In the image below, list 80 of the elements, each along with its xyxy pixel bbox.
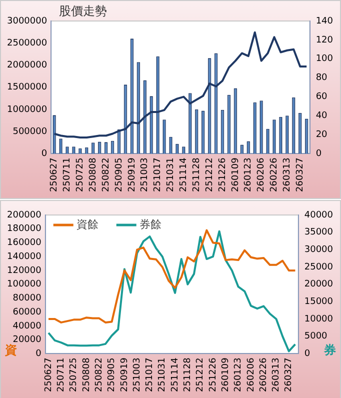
x-tick-label: 250711 [62,158,73,192]
y-tick-label: 60000 [12,307,42,318]
y2-tick-label: 0 [316,148,322,159]
x-tick-label: 260313 [272,358,282,392]
x-tick-label: 260226 [258,357,269,392]
x-tick-label: 251114 [179,157,190,192]
x-tick-label: 250711 [56,358,67,392]
x-tick-label: 260327 [295,158,306,192]
y2-tick-label: 40 [316,111,328,122]
x-tick-label: 251128 [192,157,202,192]
x-tick-label: 250905 [107,358,118,392]
x-tick-label: 250919 [127,157,138,192]
x-tick-label: 250905 [114,158,124,192]
x-tick-label: 260327 [284,358,294,392]
x-tick-label: 251017 [145,358,156,392]
x-tick-label: 250725 [69,358,80,392]
y-tick-label: 1000000 [6,104,48,115]
y-tick-label: 140000 [6,252,42,262]
x-tick-label: 250627 [50,158,60,192]
x-tick-label: 260226 [270,157,280,192]
y2-tick-label: 5000 [304,332,328,342]
x-tick-label: 251031 [166,158,176,192]
legend-label: 資餘 [76,218,98,231]
y2-tick-label: 40000 [304,210,334,220]
x-tick-label: 251031 [158,358,168,392]
x-tick-label: 251003 [132,358,142,392]
y-tick-label: 200000 [6,210,42,220]
x-tick-label: 251017 [153,158,164,192]
x-tick-label: 250822 [94,358,104,392]
y-tick-label: 180000 [6,224,42,234]
y2-tick-label: 25000 [304,262,334,272]
x-tick-label: 260206 [246,357,256,392]
y2-tick-label: 10000 [304,314,334,324]
x-tick-label: 260123 [234,358,244,392]
y-tick-label: 0 [36,348,42,359]
y-tick-label: 3000000 [6,16,48,26]
y-tick-label: 1500000 [6,82,48,93]
y2-tick-label: 140 [316,16,334,26]
legend-label: 券餘 [139,218,162,231]
y-tick-label: 120000 [6,266,42,276]
x-tick-label: 251212 [204,158,215,192]
y-tick-label: 100000 [6,280,42,290]
x-tick-label: 251226 [218,157,228,192]
y-tick-label: 2500000 [6,38,48,48]
y-tick-label: 2000000 [6,60,48,71]
y2-tick-label: 20000 [304,280,334,290]
x-tick-label: 251114 [170,357,180,392]
x-tick-label: 260109 [230,157,241,192]
x-tick-label: 260313 [282,158,293,192]
x-tick-label: 251128 [183,357,194,392]
x-tick-label: 251226 [208,357,218,392]
x-tick-label: 250725 [76,158,86,192]
x-tick-label: 260109 [220,357,231,392]
x-tick-label: 250627 [44,358,54,392]
y-tick-label: 80000 [12,294,42,304]
x-tick-label: 250919 [120,357,130,392]
y2-tick-label: 20 [316,130,328,140]
x-tick-label: 250808 [88,157,98,192]
y2-tick-label: 100 [316,54,334,64]
y2-tick-label: 80 [316,73,328,84]
y2-tick-label: 35000 [304,228,334,238]
x-tick-label: 250808 [82,357,92,392]
x-tick-label: 251003 [140,158,150,192]
x-tick-label: 260123 [244,158,254,192]
y2-tick-label: 120 [316,35,334,46]
x-tick-label: 251212 [196,358,206,392]
x-tick-label: 250822 [101,158,112,192]
y-tick-label: 0 [41,148,48,159]
y-axis-title: 資 [4,342,17,357]
y-tick-label: 20000 [12,335,42,346]
y2-tick-label: 0 [304,348,310,359]
x-tick-label: 260206 [256,157,267,192]
chart-title: 股價走勢 [59,4,108,18]
y-tick-label: 500000 [12,126,48,137]
y2-tick-label: 30000 [304,245,334,256]
y2-tick-label: 60 [316,92,328,102]
y-tick-label: 160000 [6,238,42,248]
y2-tick-label: 15000 [304,296,334,307]
y2-axis-title: 券 [323,342,337,357]
y-tick-label: 40000 [12,321,42,332]
